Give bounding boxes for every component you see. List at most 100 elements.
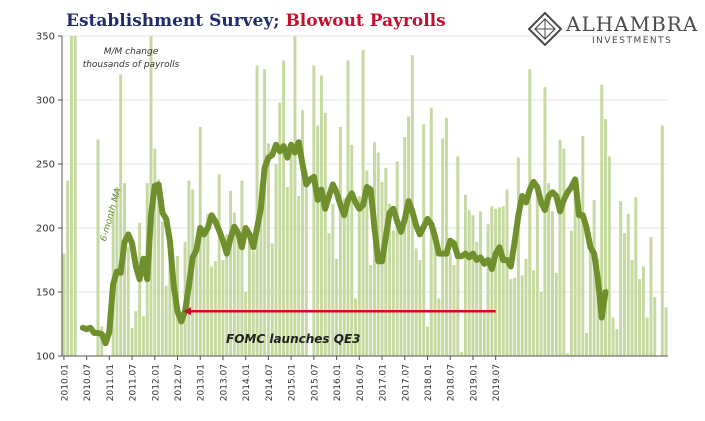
- bar: [414, 248, 418, 356]
- bar: [619, 201, 623, 356]
- bar: [96, 139, 100, 356]
- bar: [202, 226, 206, 356]
- bar: [588, 249, 592, 356]
- bar: [660, 125, 664, 356]
- alhambra-logo: ALHAMBRA INVESTMENTS: [528, 10, 698, 50]
- bar: [569, 230, 573, 356]
- y-tick-label: 350: [36, 32, 55, 43]
- title-accent: Blowout Payrolls: [285, 11, 446, 31]
- bar: [532, 270, 536, 356]
- bar: [577, 216, 581, 356]
- bar: [297, 196, 301, 356]
- bar: [160, 221, 164, 356]
- x-tick-label: 2018.01: [424, 364, 434, 401]
- bar: [513, 277, 517, 356]
- bar: [391, 230, 395, 356]
- x-tick-label: 2010.01: [60, 364, 70, 401]
- bar: [285, 187, 289, 356]
- bar: [350, 144, 354, 356]
- x-tick-label: 2016.07: [356, 364, 366, 401]
- bar: [604, 119, 607, 356]
- bar: [444, 117, 448, 356]
- bar: [528, 69, 532, 356]
- bar: [516, 157, 520, 356]
- x-tick-label: 2019.07: [492, 364, 502, 401]
- x-tick-label: 2016.01: [333, 364, 343, 401]
- x-tick-label: 2017.01: [379, 364, 389, 401]
- bar: [551, 211, 554, 356]
- x-tick-label: 2013.01: [197, 364, 207, 401]
- bar: [126, 247, 130, 356]
- bar: [634, 197, 638, 356]
- bar: [157, 179, 161, 356]
- ma-line-path: [79, 139, 609, 347]
- bar: [505, 189, 509, 356]
- bar: [554, 272, 558, 356]
- bar: [164, 285, 168, 356]
- bar: [399, 226, 403, 356]
- x-tick-label: 2011.07: [129, 364, 139, 401]
- bar: [206, 213, 210, 356]
- bar: [467, 210, 471, 356]
- bar: [615, 329, 619, 356]
- chart-axes: [61, 36, 668, 357]
- title-main: Establishment Survey;: [66, 11, 280, 31]
- bar: [441, 138, 445, 356]
- bar: [585, 332, 589, 356]
- bar: [622, 233, 626, 356]
- bar: [244, 292, 248, 356]
- x-tick-label: 2011.01: [106, 364, 116, 401]
- bar: [388, 203, 392, 356]
- bar: [638, 279, 642, 356]
- bar: [520, 275, 524, 356]
- bar: [460, 352, 464, 356]
- bar: [236, 235, 240, 356]
- x-tick-label: 2015.01: [288, 364, 298, 401]
- bar: [558, 139, 562, 356]
- y-tick-label: 200: [36, 224, 55, 235]
- bar: [649, 236, 653, 356]
- y-tick-label: 100: [36, 352, 55, 363]
- bar: [66, 180, 70, 356]
- bar: [539, 292, 543, 356]
- bar: [259, 184, 263, 356]
- bar: [475, 242, 479, 356]
- bar: [266, 143, 270, 356]
- bar: [448, 252, 452, 356]
- logo-name: ALHAMBRA: [566, 12, 699, 36]
- bar: [282, 60, 286, 356]
- bar: [172, 266, 176, 356]
- bar: [384, 167, 388, 356]
- chart-title: Establishment Survey; Blowout Payrolls: [66, 11, 446, 31]
- bar: [240, 180, 244, 356]
- bar: [251, 251, 255, 356]
- bar: [319, 75, 323, 357]
- logo-subtitle: INVESTMENTS: [592, 36, 673, 46]
- bar: [573, 194, 577, 356]
- bar: [497, 207, 501, 356]
- bar: [130, 327, 134, 356]
- y-tick-label: 300: [36, 96, 55, 107]
- bar: [194, 253, 198, 356]
- bar: [217, 174, 221, 356]
- bar: [62, 253, 66, 356]
- bar: [592, 199, 596, 356]
- bar: [562, 148, 566, 356]
- bar: [153, 148, 157, 356]
- x-tick-label: 2012.07: [174, 364, 184, 401]
- bar: [380, 181, 384, 356]
- bar: [304, 171, 308, 356]
- y-axis-ticks: 100 150 200 250 300 350: [36, 32, 62, 363]
- x-tick-label: 2014.01: [242, 364, 252, 401]
- bar: [213, 261, 217, 356]
- bar: [543, 87, 547, 356]
- bar: [486, 224, 490, 356]
- fomc-annotation: FOMC launches QE3: [226, 332, 361, 346]
- bar: [274, 164, 278, 356]
- bar: [494, 208, 498, 356]
- bar: [263, 69, 267, 356]
- bar: [168, 242, 172, 356]
- bar: [357, 196, 361, 356]
- bar: [403, 137, 407, 356]
